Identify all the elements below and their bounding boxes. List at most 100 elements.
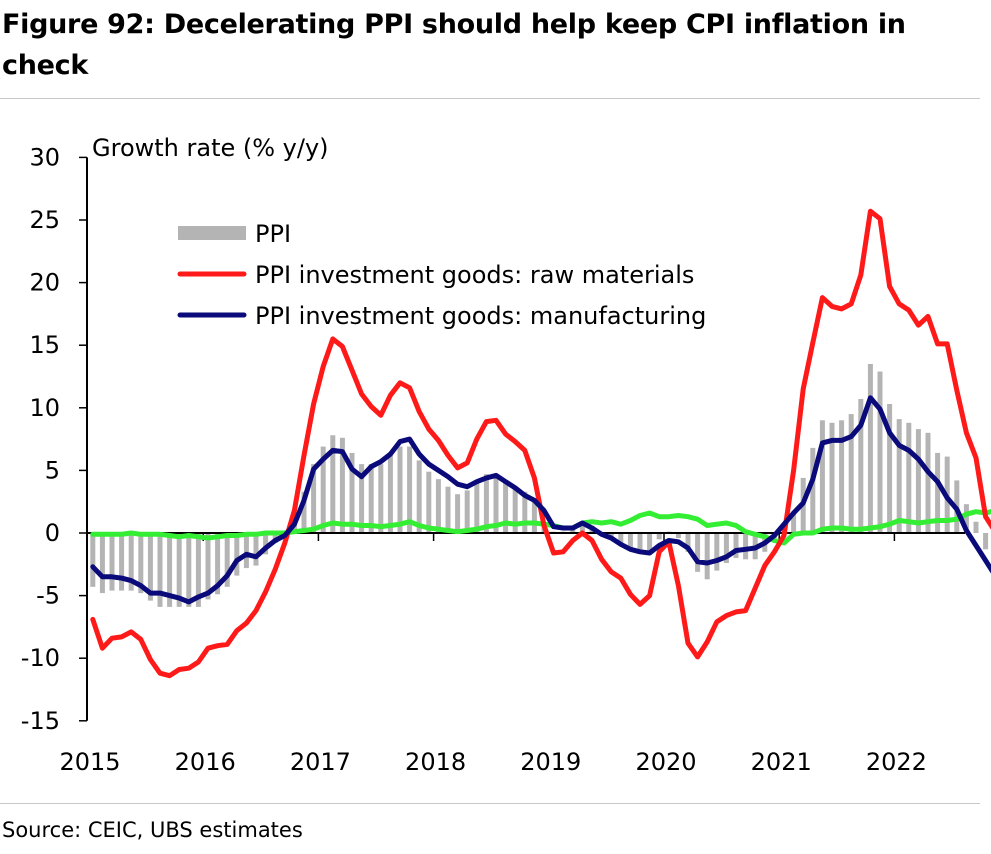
manufacturing-line [90, 395, 991, 605]
ppi-bar [915, 429, 921, 533]
ppi-bar [426, 471, 432, 533]
ppi-bar [138, 533, 144, 594]
x-tick-label: 2021 [751, 748, 812, 776]
ppi-bar [445, 486, 451, 533]
ppi-bar [522, 491, 528, 533]
ppi-bar [435, 479, 441, 533]
y-tick-label: 30 [29, 143, 60, 171]
ppi-bar [243, 533, 249, 569]
ppi-bar [186, 533, 192, 607]
legend-label-manufacturing: PPI investment goods: manufacturing [255, 302, 706, 330]
ppi-bar [627, 533, 633, 548]
ppi-bar [675, 533, 681, 538]
ppi-bar [512, 487, 518, 533]
ppi-bar [349, 452, 355, 533]
ppi-bars [90, 364, 989, 607]
legend-label-raw-materials: PPI investment goods: raw materials [255, 261, 694, 289]
ppi-bar [656, 533, 662, 540]
ppi-bar [474, 481, 480, 533]
ppi-bar [503, 481, 509, 533]
ppi-bar [743, 533, 749, 560]
ppi-bar [829, 422, 835, 533]
ppi-bar [205, 533, 211, 600]
ppi-bar [339, 437, 345, 533]
ppi-bar [109, 533, 115, 591]
ppi-bar [407, 446, 413, 533]
y-tick-label: 15 [29, 331, 60, 359]
ppi-bar [455, 494, 461, 533]
ppi-bar [848, 414, 854, 533]
ppi-bar [887, 404, 893, 533]
ppi-bar [224, 533, 230, 587]
ppi-bar [723, 533, 729, 563]
ppi-bar [330, 435, 336, 533]
title-divider [0, 98, 980, 99]
x-tick-label: 2019 [520, 748, 581, 776]
ppi-bar [647, 533, 653, 551]
y-tick-label: -5 [36, 582, 60, 610]
ppi-bar [973, 521, 979, 533]
x-tick-label: 2022 [866, 748, 927, 776]
figure-title: Figure 92: Decelerating PPI should help … [2, 9, 906, 81]
x-tick-label: 2017 [290, 748, 351, 776]
x-tick-label: 2015 [59, 748, 120, 776]
ppi-bar [791, 511, 797, 533]
ppi-bar [877, 371, 883, 533]
ppi-bar [253, 533, 259, 566]
raw-materials-line [90, 208, 991, 679]
ppi-bar [368, 464, 374, 533]
source-note: Source: CEIC, UBS estimates [2, 818, 303, 842]
ppi-bar [483, 474, 489, 533]
ppi-bar [704, 533, 710, 580]
ppi-bar [263, 533, 269, 555]
ppi-bar [99, 533, 105, 594]
ppi-bar [128, 533, 134, 591]
ppi-bar [896, 419, 902, 533]
ppi-bar [608, 533, 614, 537]
ppi-bar [810, 447, 816, 533]
ppi-bar [464, 490, 470, 533]
ppi-bar [685, 533, 691, 552]
ppi-bar [311, 464, 317, 533]
series-lines [90, 208, 991, 679]
ppi-bar [387, 454, 393, 533]
ppi-bar [714, 533, 720, 571]
ppi-bar [378, 464, 384, 533]
ppi-bar [147, 533, 153, 601]
source-divider [0, 803, 980, 804]
ppi-bar [397, 446, 403, 533]
ppi-bar [925, 432, 931, 533]
y-tick-label: 25 [29, 206, 60, 234]
ppi-bar [963, 504, 969, 533]
y-tick-label: 10 [29, 394, 60, 422]
ppi-bar [359, 464, 365, 533]
ppi-bar [839, 420, 845, 533]
ppi-bar [531, 499, 537, 533]
legend-label-ppi: PPI [255, 220, 291, 248]
ppi-bar [637, 533, 643, 553]
ppi-bar [320, 446, 326, 533]
y-tick-label: 5 [45, 456, 60, 484]
ppi-bar [579, 521, 585, 533]
ppi-bar [858, 399, 864, 533]
x-tick-label: 2020 [635, 748, 696, 776]
ppi-bar [157, 533, 163, 607]
ppi-bar [119, 533, 125, 591]
ppi-bar [983, 533, 989, 550]
x-tick-label: 2018 [405, 748, 466, 776]
legend: PPI PPI investment goods: raw materials PP… [177, 220, 706, 330]
legend-swatch-ppi [178, 226, 246, 240]
y-tick-label: 0 [45, 519, 60, 547]
ppi-bar [176, 533, 182, 607]
ppi-bar [867, 364, 873, 533]
ppi-bar [695, 533, 701, 572]
ppi-bar [416, 460, 422, 533]
ppi-bar [819, 420, 825, 533]
y-tick-label: -15 [21, 707, 60, 735]
y-tick-label: -10 [21, 644, 60, 672]
y-axis-label: Growth rate (% y/y) [92, 134, 329, 162]
ppi-bar [493, 475, 499, 533]
ppi-bar [733, 533, 739, 558]
ppi-bar [935, 452, 941, 533]
